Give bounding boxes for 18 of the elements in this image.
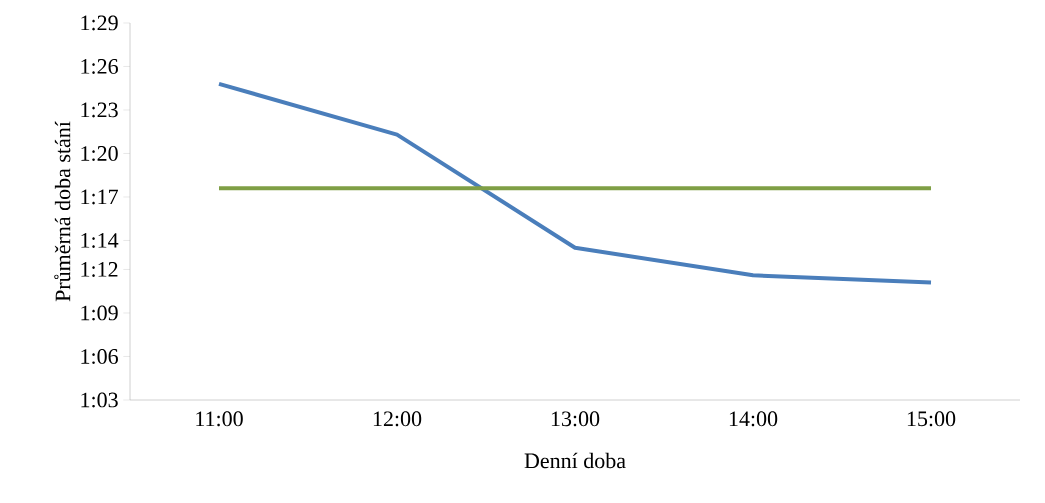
y-tick-label: 1:23 — [81, 102, 118, 118]
x-tick-label: 11:00 — [196, 411, 243, 427]
y-tick-label: 1:26 — [81, 59, 118, 74]
x-tick-label: 15:00 — [907, 411, 956, 427]
y-axis-title: Průměrná doba stání — [54, 121, 71, 302]
x-axis-title: Denní doba — [524, 452, 626, 469]
y-tick-label: 1:17 — [81, 189, 118, 205]
x-tick-label: 13:00 — [551, 411, 600, 427]
y-tick-label: 1:03 — [81, 392, 118, 408]
y-tick-label: 1:12 — [81, 262, 118, 277]
y-tick-label: 1:06 — [81, 349, 118, 364]
y-tick-label: 1:14 — [81, 233, 119, 248]
x-tick-label: 12:00 — [373, 411, 422, 427]
y-tick-label: 1:20 — [81, 146, 118, 161]
x-tick-label: 14:00 — [729, 411, 778, 427]
y-tick-label: 1:29 — [81, 15, 118, 31]
y-tick-label: 1:09 — [81, 305, 118, 321]
line-series — [217, 81, 934, 285]
